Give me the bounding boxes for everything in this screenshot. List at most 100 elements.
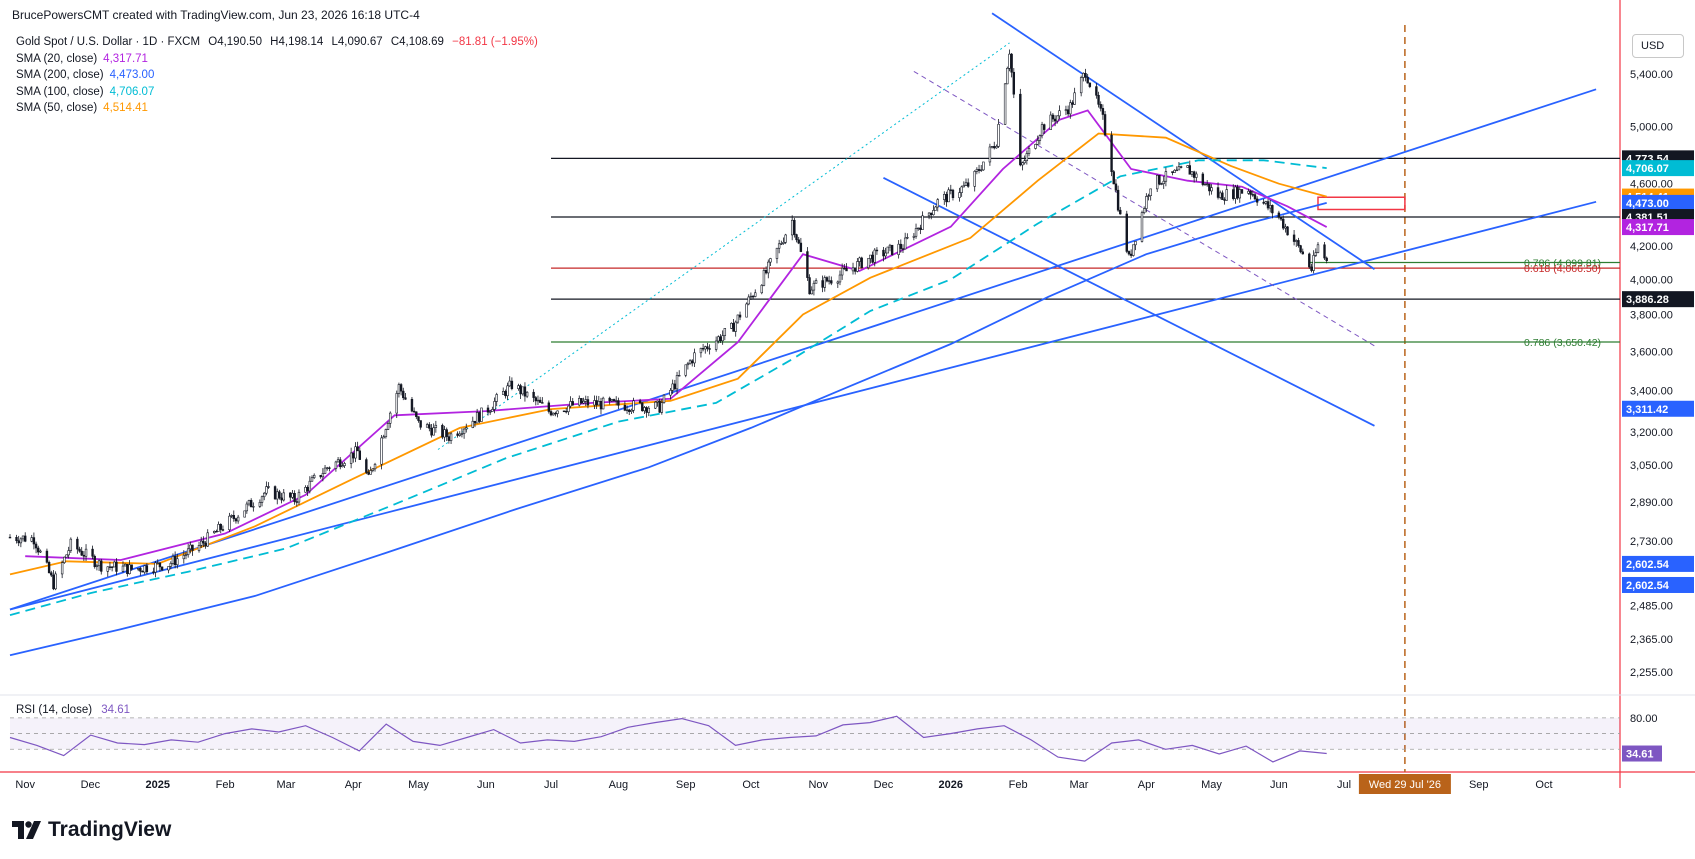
candle-body [632,400,635,411]
time-tick-label: Nov [15,779,35,791]
candle-body [686,363,690,366]
price-badge [1622,219,1694,236]
candle-body [39,550,42,553]
candle-body [571,401,574,406]
candle-body [339,459,342,468]
symbol-row[interactable]: Gold Spot / U.S. Dollar · 1D · FXCM O4,1… [16,34,543,51]
sma-value: 4,317.71 [103,52,148,65]
candle-body [430,427,433,436]
candle-body [17,540,20,544]
candle-body [1158,175,1161,185]
candle-body [1253,194,1257,200]
candle-body [1058,110,1061,117]
candle-body [1266,201,1270,209]
candle-body [547,402,551,412]
candle-body [754,292,757,297]
candle-body [578,398,581,406]
candle-body [860,257,863,268]
price-badge-label: 4,706.07 [1626,163,1669,175]
candle-body [1310,266,1313,271]
candle-body [1292,234,1296,242]
candle-body [1119,209,1122,215]
price-chart[interactable]: 5,400.00 5,000.00 4,600.00 4,200.00 4,000.00… [0,0,1695,812]
candle-body [247,500,251,505]
candle-body [780,243,783,245]
price-badge [1622,555,1694,572]
rsi-label: RSI (14, close) [16,704,93,716]
candle-body [836,281,840,284]
candle-body [917,227,920,230]
sma-row[interactable]: SMA (20, close) 4,317.71 [16,51,543,68]
candle-body [15,537,18,542]
trendline [991,12,1375,270]
candle-body [1255,198,1259,203]
price-badge [1622,291,1694,308]
candle-body [1164,171,1168,182]
candle-body [1097,94,1100,105]
candle-body [445,429,448,437]
candle-body [447,436,451,441]
candle-body [1238,189,1241,199]
candle-body [21,535,25,540]
time-tick-label: Dec [874,779,894,791]
candle-body [1073,92,1076,105]
price-tick-label: 4,000.00 [1630,274,1673,286]
time-tick-label: May [1201,779,1222,791]
candle-body [404,397,407,400]
candle-body [221,529,225,531]
candle-body [593,400,596,406]
price-tick-label: 3,050.00 [1630,460,1673,472]
candle-body [927,212,931,217]
candle-body [943,194,946,200]
candle-body [964,182,968,186]
time-tick-label: Apr [345,779,362,791]
sma-line [9,159,1327,616]
candle-body [660,402,664,413]
candle-body [136,568,140,570]
time-tick-label: Jun [1270,779,1288,791]
candle-body [853,267,857,272]
sma-row[interactable]: SMA (50, close) 4,514.41 [16,100,543,117]
change-value: −81.81 (−1.95%) [452,36,538,48]
candle-body [191,544,194,551]
candle-body [471,420,474,428]
candle-body [597,401,601,406]
candle-body [100,560,103,572]
candle-body [769,258,772,263]
sma-label: SMA (200, close) [16,69,104,81]
time-tick-label: Sep [676,779,696,791]
time-tick-label: 2025 [146,779,170,791]
price-badge [1622,194,1694,211]
candle-body [263,492,266,498]
candle-body [1316,244,1320,253]
candle-body [197,545,201,551]
candle-body [1186,165,1189,168]
candle-body [960,186,963,193]
candle-body [91,548,94,557]
sma-row[interactable]: SMA (200, close) 4,473.00 [16,67,543,84]
candle-body [830,280,833,284]
candle-body [321,473,325,478]
candle-body [1236,186,1239,199]
candle-body [708,348,711,350]
candle-body [951,189,955,199]
candle-body [358,450,362,460]
candle-body [52,574,55,590]
candle-body [749,295,753,298]
candle-body [115,561,118,572]
price-badge-label: 4,317.71 [1626,222,1669,234]
price-badge-label: 4,473.00 [1626,198,1669,210]
candle-body [486,407,490,413]
price-badge-label: 2,602.54 [1626,559,1670,571]
rsi-legend[interactable]: RSI (14, close) 34.61 [16,704,130,716]
sma-row[interactable]: SMA (100, close) 4,706.07 [16,84,543,101]
candle-body [1171,171,1174,173]
candle-body [982,161,985,171]
candle-body [1049,114,1052,130]
candle-body [323,467,327,474]
price-tick-label: 2,255.00 [1630,667,1673,679]
candle-body [184,554,188,556]
candle-body [228,515,231,531]
currency-selector[interactable]: USD [1632,34,1684,58]
candle-body [312,474,316,479]
